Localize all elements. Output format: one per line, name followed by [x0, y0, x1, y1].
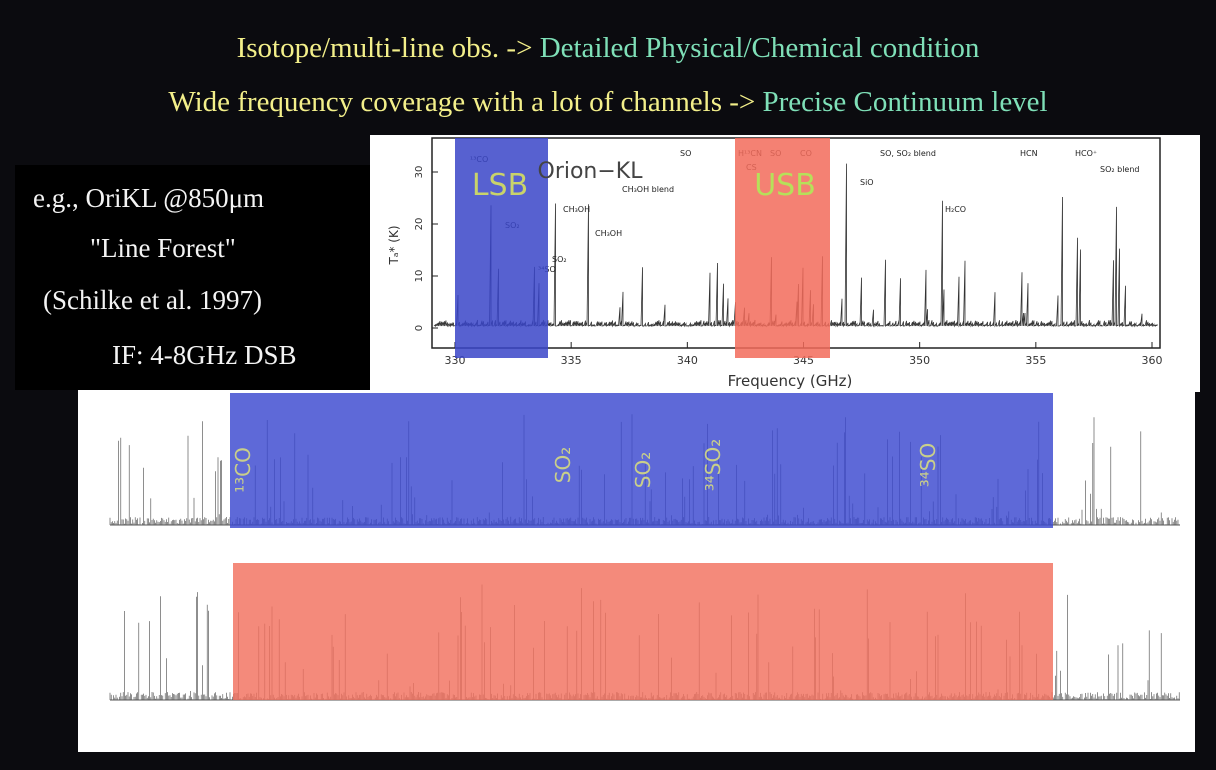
strip-label: SO₂ [551, 447, 575, 483]
band-label: USB [754, 168, 816, 203]
line-label: SO₂ blend [1100, 165, 1140, 174]
x-tick-label: 350 [909, 354, 930, 367]
slide: Isotope/multi-line obs. -> Detailed Phys… [0, 0, 1216, 770]
x-axis-label: Frequency (GHz) [728, 372, 853, 390]
note-line: (Schilke et al. 1997) [43, 285, 262, 316]
line-label: SO, SO₂ blend [880, 149, 936, 158]
x-tick-label: 355 [1025, 354, 1046, 367]
y-tick-label: 20 [414, 218, 425, 231]
line-label: SO₂ [552, 255, 567, 264]
strip-label: ³⁴SO [916, 443, 940, 487]
line-label: CH₃OH blend [622, 185, 674, 194]
y-tick-label: 0 [414, 325, 425, 331]
strip-label: SO₂ [631, 452, 655, 488]
note-box: e.g., OriKL @850μm "Line Forest" (Schilk… [15, 165, 370, 390]
line-label: SO [680, 149, 691, 158]
x-tick-label: 340 [677, 354, 698, 367]
band-label: LSB [472, 168, 528, 203]
note-line: e.g., OriKL @850μm [33, 183, 264, 214]
strip-label: ³⁴SO₂ [701, 439, 725, 492]
y-tick-label: 30 [414, 166, 425, 179]
y-tick-label: 10 [414, 270, 425, 283]
line-label: SiO [860, 178, 874, 187]
line-label: HCO⁺ [1075, 149, 1097, 158]
line-label: CH₃OH [563, 205, 590, 214]
source-label: Orion−KL [538, 159, 644, 184]
x-tick-label: 360 [1142, 354, 1163, 367]
x-tick-label: 335 [561, 354, 582, 367]
note-line: IF: 4-8GHz DSB [112, 340, 297, 371]
line-label: HCN [1020, 149, 1038, 158]
line-label: H₂CO [945, 205, 966, 214]
line-label: CH₃OH [595, 229, 622, 238]
usb-strip [233, 563, 1053, 700]
note-line: "Line Forest" [90, 233, 236, 264]
y-axis-label: Tₐ* (K) [387, 225, 401, 265]
strip-label: ¹³CO [231, 447, 255, 493]
